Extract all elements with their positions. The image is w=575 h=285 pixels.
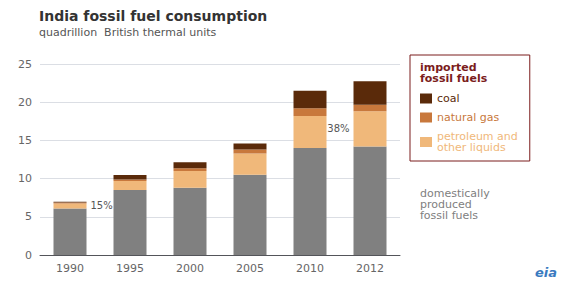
svg-text:5: 5 <box>25 210 32 223</box>
svg-text:1995: 1995 <box>116 262 144 275</box>
svg-text:0: 0 <box>25 249 32 262</box>
svg-text:38%: 38% <box>327 123 349 134</box>
svg-text:2010: 2010 <box>296 262 324 275</box>
svg-text:2000: 2000 <box>176 262 204 275</box>
svg-text:quadrillion British thermal u: quadrillion British thermal units <box>39 26 217 39</box>
svg-text:10: 10 <box>18 172 32 185</box>
svg-text:domestically: domestically <box>420 187 490 200</box>
svg-text:other liquids: other liquids <box>437 141 506 154</box>
svg-text:fossil fuels: fossil fuels <box>420 209 478 222</box>
svg-text:15: 15 <box>18 134 32 147</box>
svg-text:25: 25 <box>18 58 32 71</box>
svg-text:2012: 2012 <box>356 262 384 275</box>
svg-text:eia: eia <box>535 265 557 280</box>
svg-text:15%: 15% <box>91 200 113 211</box>
svg-text:natural gas: natural gas <box>437 111 500 124</box>
svg-text:1990: 1990 <box>56 262 84 275</box>
svg-text:2005: 2005 <box>236 262 264 275</box>
svg-text:imported: imported <box>420 61 477 74</box>
svg-text:petroleum and: petroleum and <box>437 130 518 143</box>
svg-text:fossil fuels: fossil fuels <box>420 72 488 85</box>
svg-text:coal: coal <box>437 92 460 105</box>
svg-text:produced: produced <box>420 198 472 211</box>
svg-text:India fossil fuel consumption: India fossil fuel consumption <box>39 8 267 24</box>
svg-text:20: 20 <box>18 96 32 109</box>
